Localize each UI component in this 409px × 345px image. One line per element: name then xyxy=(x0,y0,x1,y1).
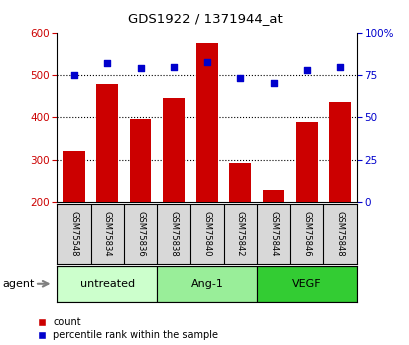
Text: GSM75848: GSM75848 xyxy=(335,211,344,257)
Text: GSM75836: GSM75836 xyxy=(136,211,145,257)
Bar xyxy=(57,266,157,302)
Text: VEGF: VEGF xyxy=(291,279,321,289)
Bar xyxy=(295,121,317,202)
Point xyxy=(236,76,243,81)
Bar xyxy=(328,102,350,202)
Text: GSM75840: GSM75840 xyxy=(202,211,211,256)
Text: GSM75842: GSM75842 xyxy=(235,211,244,256)
Bar xyxy=(129,119,151,202)
Text: GSM75844: GSM75844 xyxy=(268,211,277,256)
Text: untreated: untreated xyxy=(79,279,135,289)
Point xyxy=(203,59,210,64)
Text: Ang-1: Ang-1 xyxy=(190,279,223,289)
Point xyxy=(336,64,342,69)
Bar xyxy=(63,151,85,202)
Point xyxy=(71,72,77,78)
Bar xyxy=(157,266,256,302)
Bar xyxy=(163,98,184,202)
Legend: count, percentile rank within the sample: count, percentile rank within the sample xyxy=(38,317,218,340)
Bar xyxy=(196,43,217,202)
Text: GSM75846: GSM75846 xyxy=(301,211,310,257)
Point xyxy=(270,81,276,86)
Point xyxy=(137,66,144,71)
Bar xyxy=(96,84,118,202)
Text: GSM75548: GSM75548 xyxy=(70,211,79,256)
Bar xyxy=(256,266,356,302)
Bar xyxy=(262,190,284,202)
Text: GDS1922 / 1371944_at: GDS1922 / 1371944_at xyxy=(127,12,282,25)
Text: GSM75834: GSM75834 xyxy=(103,211,112,257)
Text: agent: agent xyxy=(2,279,34,289)
Point xyxy=(170,64,177,69)
Point xyxy=(303,67,309,73)
Text: GSM75838: GSM75838 xyxy=(169,211,178,257)
Point xyxy=(104,60,110,66)
Bar xyxy=(229,162,250,202)
